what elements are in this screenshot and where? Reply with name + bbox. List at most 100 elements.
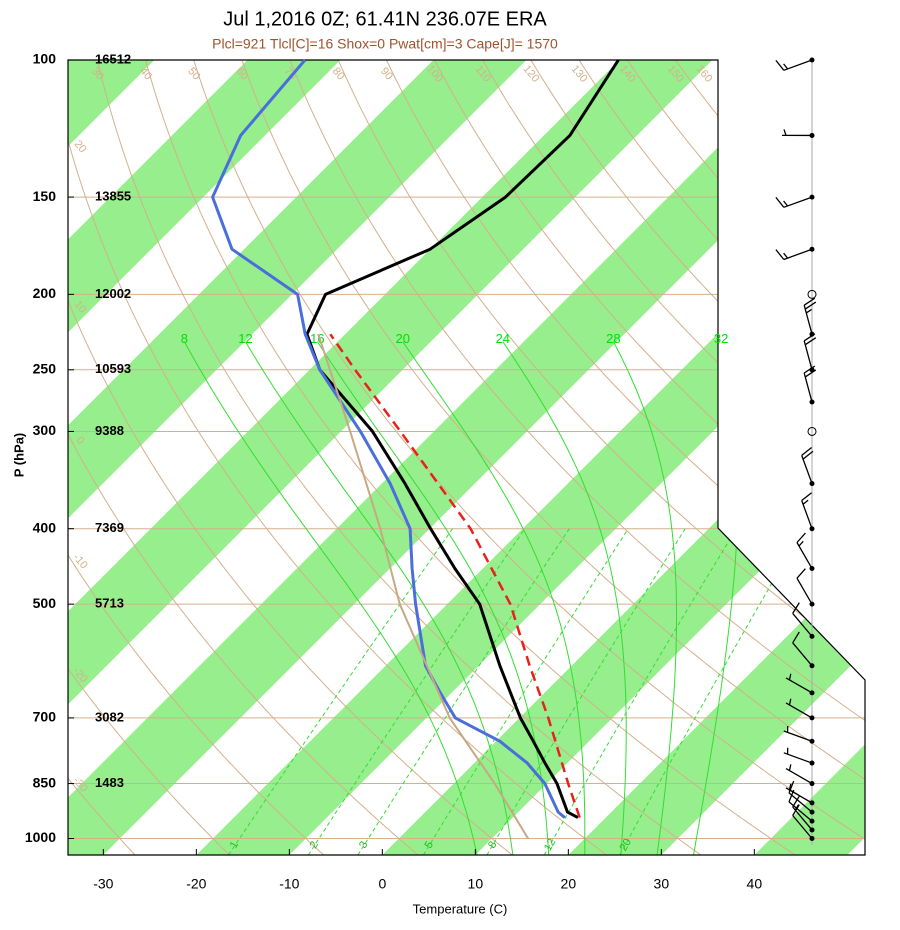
wind-barb	[775, 59, 813, 71]
moist-adiabat-label: 32	[714, 331, 728, 346]
dry-adiabat	[385, 60, 865, 855]
y-tick-label: 500	[33, 595, 57, 611]
y-tick-label: 100	[33, 51, 57, 67]
height-label: 12002	[95, 286, 131, 301]
x-tick-label: -20	[186, 876, 206, 892]
y-axis-label: P (hPa)	[11, 433, 26, 478]
dry-adiabat	[68, 60, 136, 855]
y-tick-label: 700	[33, 709, 57, 725]
wind-barb	[803, 297, 817, 335]
sounding-line	[329, 333, 581, 819]
moist-adiabat-label: 16	[310, 331, 324, 346]
mixing-ratio-line	[307, 528, 526, 855]
wind-barb	[781, 129, 813, 137]
dry-adiabat	[145, 60, 796, 855]
moist-adiabat	[183, 341, 478, 855]
height-label: 5713	[95, 596, 124, 611]
dry-adiabat	[434, 60, 865, 855]
dry-adiabat	[68, 60, 419, 855]
wind-station	[807, 426, 817, 436]
mixing-ratio-line	[619, 528, 805, 855]
isotherm-band	[68, 60, 865, 855]
moist-adiabat	[316, 341, 550, 855]
mixing-ratio-label: 3	[357, 839, 370, 850]
wind-barb	[775, 248, 813, 261]
sounding-line	[211, 59, 566, 819]
x-tick-label: 10	[468, 876, 484, 892]
wind-barb	[792, 804, 813, 839]
height-label: 7369	[95, 520, 124, 535]
y-tick-label: 1000	[25, 829, 56, 845]
moist-adiabat-label: 8	[181, 331, 188, 346]
x-tick-label: -10	[279, 876, 299, 892]
x-tick-label: 0	[378, 876, 386, 892]
moist-adiabat	[502, 341, 627, 855]
mixing-ratio-label: 2	[308, 839, 321, 850]
y-tick-label: 850	[33, 774, 57, 790]
mixing-ratio-line	[228, 528, 453, 855]
x-axis-label: Temperature (C)	[413, 901, 508, 916]
mixing-ratio-label: 8	[486, 839, 499, 850]
x-tick-label: 30	[654, 876, 670, 892]
wind-barb	[785, 764, 813, 785]
wind-barb	[803, 333, 817, 370]
mixing-ratio-label: 1	[228, 839, 241, 850]
y-tick-label: 250	[33, 361, 57, 377]
x-tick-label: 40	[747, 876, 763, 892]
isotherm-band	[68, 60, 341, 855]
wind-barb	[788, 789, 813, 822]
wind-barb	[796, 532, 813, 569]
wind-station	[807, 289, 817, 299]
isotherm-band	[568, 60, 865, 855]
mixing-ratio-label: 12	[542, 837, 559, 854]
moist-adiabat	[612, 341, 677, 855]
mixing-ratio-label: 5	[423, 839, 436, 850]
chart-title: Jul 1,2016 0Z; 61.41N 236.07E ERA	[223, 8, 547, 30]
wind-barb	[792, 631, 813, 667]
dry-adiabat	[68, 60, 607, 855]
wind-barb	[801, 492, 813, 529]
moist-adiabat-label: 12	[238, 331, 252, 346]
height-label: 9388	[95, 423, 124, 438]
moist-adiabat	[402, 341, 586, 855]
x-tick-label: -30	[93, 876, 113, 892]
y-tick-label: 300	[33, 422, 57, 438]
sounding-line	[305, 59, 620, 819]
dry-adiabat	[289, 60, 865, 855]
wind-barb	[796, 568, 813, 605]
y-tick-label: 400	[33, 519, 57, 535]
moist-adiabat-label: 28	[606, 331, 620, 346]
moist-adiabat-label: 20	[396, 331, 410, 346]
dry-adiabat	[68, 60, 513, 855]
dry-adiabat	[241, 60, 865, 855]
x-tick-label: 20	[561, 876, 577, 892]
wind-barb	[783, 747, 813, 764]
y-tick-label: 200	[33, 285, 57, 301]
wind-barb	[788, 780, 813, 813]
isotherm-band	[68, 60, 713, 855]
y-tick-label: 150	[33, 188, 57, 204]
chart-subtitle: Plcl=921 Tlcl[C]=16 Shox=0 Pwat[cm]=3 Ca…	[212, 36, 558, 52]
wind-barb	[775, 196, 813, 208]
mixing-ratio-line	[486, 528, 686, 855]
dry-adiabat	[96, 60, 702, 855]
wind-barb	[801, 446, 814, 484]
mixing-ratio-line	[357, 528, 570, 855]
mixing-ratio-label: 20	[618, 837, 635, 854]
height-label: 10593	[95, 361, 131, 376]
moist-adiabat	[244, 341, 514, 855]
wind-barb	[785, 698, 813, 719]
sounding-line	[317, 333, 529, 840]
height-label: 16512	[95, 51, 131, 66]
wind-barb	[785, 673, 813, 694]
wind-barb	[792, 602, 813, 637]
height-label: 13855	[95, 189, 131, 204]
moist-adiabat-label: 24	[496, 331, 510, 346]
height-label: 3082	[95, 709, 124, 724]
height-label: 1483	[95, 775, 124, 790]
mixing-ratio-line	[422, 528, 629, 855]
wind-barb	[783, 725, 813, 742]
dry-adiabat	[68, 60, 230, 855]
isotherm-band	[68, 60, 527, 855]
